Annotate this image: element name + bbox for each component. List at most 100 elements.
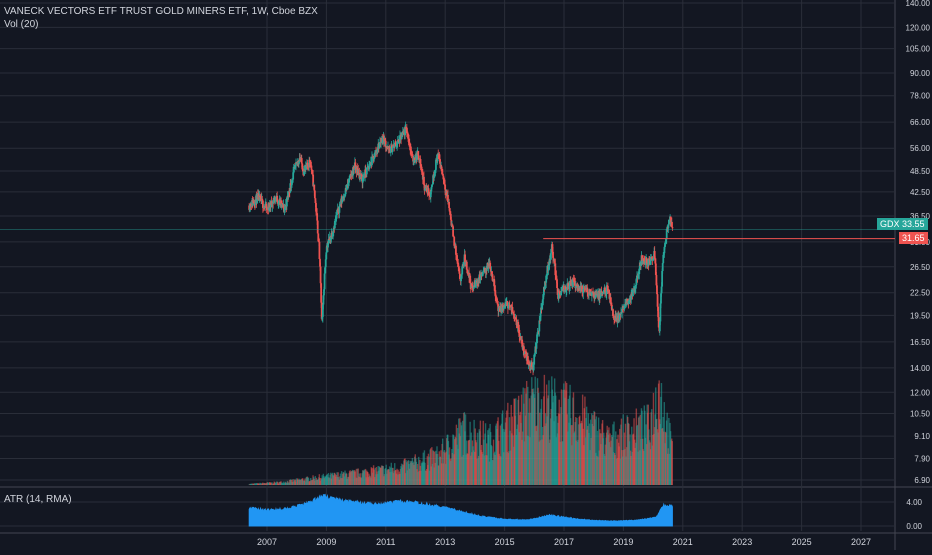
candle-body — [606, 286, 609, 293]
candle-body — [323, 289, 325, 296]
candle-body — [373, 157, 376, 160]
candle-body — [485, 268, 488, 273]
candle-body — [574, 282, 577, 289]
candle-body — [313, 184, 316, 191]
candle-body — [489, 269, 492, 272]
volume-bar — [276, 481, 279, 485]
candle-body — [667, 224, 670, 229]
candle-body — [579, 285, 582, 291]
volume-bar — [525, 380, 528, 485]
candle-body — [319, 259, 321, 267]
candle-body — [505, 302, 508, 304]
candle-body — [412, 156, 415, 162]
candle-body — [634, 284, 637, 287]
candle-body — [323, 273, 326, 290]
candle-body — [483, 268, 485, 271]
candle-body — [562, 285, 565, 292]
volume-bar — [666, 412, 668, 485]
candle-body — [427, 188, 430, 195]
candle-body — [515, 317, 517, 320]
candle-body — [290, 184, 293, 187]
candle-body — [588, 294, 590, 296]
candle-body — [479, 277, 482, 280]
candle-body — [643, 261, 646, 263]
candle-body — [645, 258, 648, 264]
candle-body — [315, 211, 318, 214]
candle-body — [628, 299, 631, 301]
candle-body — [644, 260, 647, 265]
volume-bar — [464, 414, 467, 485]
candle-body — [671, 226, 674, 229]
candle-body — [610, 304, 613, 311]
candle-body — [304, 165, 307, 170]
candle-body — [457, 262, 460, 267]
candle-body — [301, 169, 304, 172]
x-tick-label: 2019 — [613, 537, 633, 547]
candle-body — [308, 159, 311, 163]
candle-body — [405, 129, 408, 134]
candle-body — [460, 276, 462, 282]
candle-body — [635, 278, 638, 285]
candle-body — [328, 239, 331, 240]
candle-body — [256, 194, 259, 204]
candle-body — [452, 226, 454, 237]
candle-body — [604, 291, 607, 295]
candle-body — [456, 261, 459, 263]
candle-body — [528, 364, 530, 366]
candle-body — [335, 214, 338, 217]
candle-body — [605, 285, 608, 294]
candle-body — [612, 316, 615, 318]
candle-body — [508, 305, 511, 307]
candle-body — [325, 252, 328, 260]
atr-tick-label: 4.00 — [906, 498, 922, 507]
atr-indicator-label[interactable]: ATR (14, RMA) — [4, 494, 72, 505]
candle-body — [349, 174, 352, 176]
candle-body — [439, 163, 442, 169]
candle-body — [560, 290, 563, 293]
candle-body — [443, 181, 446, 185]
candle-body — [557, 291, 560, 299]
candle-body — [376, 149, 379, 152]
candle-body — [565, 289, 568, 292]
candle-body — [304, 169, 307, 171]
candle-body — [669, 216, 672, 227]
candle-body — [319, 266, 322, 284]
candle-body — [445, 191, 448, 196]
x-tick-label: 2009 — [316, 537, 336, 547]
candle-body — [353, 168, 356, 170]
volume-indicator-label[interactable]: Vol (20) — [4, 19, 39, 30]
candle-body — [316, 213, 319, 221]
price-tick-label: 36.50 — [910, 212, 931, 221]
candle-body — [465, 261, 468, 270]
candle-body — [338, 205, 341, 213]
candle-body — [430, 187, 433, 192]
candle-body — [457, 266, 460, 272]
volume-bar — [595, 416, 598, 485]
volume-bar — [488, 428, 490, 485]
candle-body — [339, 204, 342, 206]
candle-body — [421, 172, 424, 180]
candle-body — [423, 184, 426, 191]
candle-body — [352, 167, 355, 170]
candle-body — [632, 289, 635, 291]
candle-body — [610, 302, 613, 305]
candle-body — [364, 169, 367, 173]
candle-body — [515, 319, 518, 325]
candle-body — [656, 294, 659, 307]
candle-body — [444, 184, 446, 190]
candle-body — [511, 307, 514, 312]
candle-body — [660, 293, 662, 304]
candle-body — [334, 220, 337, 222]
candle-body — [466, 269, 469, 272]
candle-body — [317, 233, 320, 242]
candle-body — [360, 174, 363, 177]
candle-body — [301, 163, 304, 170]
candle-body — [632, 289, 634, 297]
candle-body — [558, 291, 561, 293]
candle-body — [484, 267, 486, 272]
candle-body — [436, 153, 439, 162]
candle-body — [389, 146, 392, 153]
candle-body — [481, 271, 484, 274]
